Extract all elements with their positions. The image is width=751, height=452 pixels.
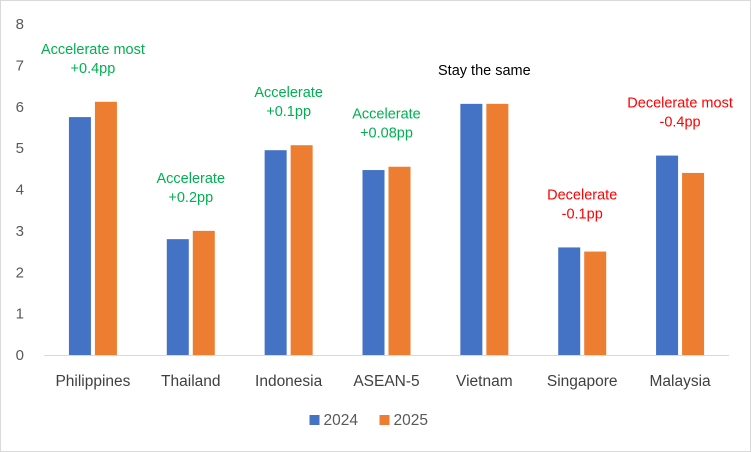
y-tick-label: 4 — [16, 182, 24, 199]
bar-2024-vietnam — [460, 103, 483, 355]
annotation-label: +0.4pp — [71, 61, 116, 77]
bar-2024-singapore — [558, 247, 581, 355]
annotation-label: Stay the same — [438, 63, 531, 79]
bars — [68, 101, 705, 355]
x-tick-label: Singapore — [547, 373, 618, 390]
x-tick-label: Malaysia — [649, 373, 711, 390]
annotation-label: +0.08pp — [360, 126, 413, 142]
y-tick-label: 2 — [16, 264, 24, 281]
bar-2025-asean-5 — [388, 166, 411, 355]
legend: 2024 2025 — [309, 412, 428, 429]
x-axis-labels: Philippines Thailand Indonesia ASEAN-5 Vietn… — [55, 373, 711, 390]
annotation-label: Decelerate — [547, 187, 617, 203]
legend-swatch-2024 — [309, 415, 320, 425]
bar-2024-thailand — [166, 239, 189, 355]
y-tick-label: 6 — [16, 99, 24, 116]
legend-swatch-2025 — [379, 415, 390, 425]
y-axis: 0 1 2 3 4 5 6 7 8 — [16, 16, 24, 364]
annotation-label: Accelerate — [157, 171, 226, 187]
annotation-label: Accelerate most — [41, 42, 145, 58]
y-tick-label: 5 — [16, 140, 24, 157]
x-tick-label: ASEAN-5 — [353, 373, 419, 390]
y-tick-label: 1 — [16, 306, 24, 323]
x-tick-label: Thailand — [161, 373, 220, 390]
bar-2025-singapore — [584, 251, 607, 355]
bar-2024-indonesia — [264, 150, 287, 355]
legend-label: 2025 — [394, 412, 428, 429]
x-tick-label: Vietnam — [456, 373, 513, 390]
bar-2024-asean-5 — [362, 170, 385, 355]
annotation-label: +0.1pp — [266, 104, 311, 120]
annotation-label: Accelerate — [254, 85, 323, 101]
y-tick-label: 7 — [16, 57, 24, 74]
x-tick-label: Philippines — [55, 373, 130, 390]
x-tick-label: Indonesia — [255, 373, 323, 390]
bar-2025-philippines — [94, 101, 117, 355]
y-tick-label: 8 — [16, 16, 24, 33]
bar-2025-malaysia — [682, 172, 705, 355]
y-tick-label: 3 — [16, 223, 24, 240]
bar-2024-philippines — [68, 117, 91, 355]
annotation-label: -0.1pp — [562, 206, 603, 222]
bar-2024-malaysia — [656, 155, 679, 355]
y-tick-label: 0 — [16, 347, 24, 364]
bar-2025-vietnam — [486, 103, 509, 355]
annotation-label: Accelerate — [352, 107, 421, 123]
bar-2025-thailand — [192, 230, 215, 355]
annotations: Accelerate most +0.4pp Accelerate +0.2pp Acc… — [41, 42, 733, 223]
bar-2025-indonesia — [290, 145, 313, 355]
legend-label: 2024 — [324, 412, 359, 429]
annotation-label: -0.4pp — [660, 115, 701, 131]
annotation-label: Decelerate most — [627, 96, 733, 112]
annotation-label: +0.2pp — [168, 190, 213, 206]
